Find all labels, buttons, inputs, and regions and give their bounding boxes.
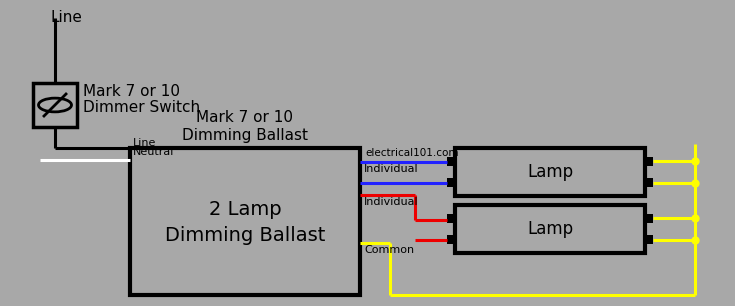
Bar: [455, 148, 645, 196]
Bar: [447, 178, 455, 187]
Bar: [645, 157, 653, 166]
Text: electrical101.com: electrical101.com: [365, 148, 459, 158]
Text: Common: Common: [364, 245, 414, 255]
Bar: [645, 178, 653, 187]
Bar: [447, 235, 455, 244]
Text: Individual: Individual: [364, 164, 419, 174]
Text: Dimmer Switch: Dimmer Switch: [83, 100, 200, 115]
Text: Lamp: Lamp: [527, 163, 573, 181]
Bar: [447, 157, 455, 166]
Bar: [645, 214, 653, 223]
Text: Line: Line: [50, 10, 82, 25]
Bar: [455, 205, 645, 253]
Text: Mark 7 or 10: Mark 7 or 10: [196, 110, 293, 125]
Bar: [130, 148, 360, 295]
Text: Dimming Ballast: Dimming Ballast: [182, 128, 308, 143]
Text: 2 Lamp: 2 Lamp: [209, 200, 282, 219]
Bar: [645, 235, 653, 244]
Text: Mark 7 or 10: Mark 7 or 10: [83, 84, 180, 99]
Circle shape: [38, 98, 71, 112]
Text: Individual: Individual: [364, 197, 419, 207]
Bar: [447, 214, 455, 223]
Bar: [33, 83, 77, 127]
Text: Dimming Ballast: Dimming Ballast: [165, 226, 325, 245]
Text: Line: Line: [133, 138, 157, 148]
Text: Lamp: Lamp: [527, 220, 573, 238]
Text: Neutral: Neutral: [133, 147, 174, 157]
